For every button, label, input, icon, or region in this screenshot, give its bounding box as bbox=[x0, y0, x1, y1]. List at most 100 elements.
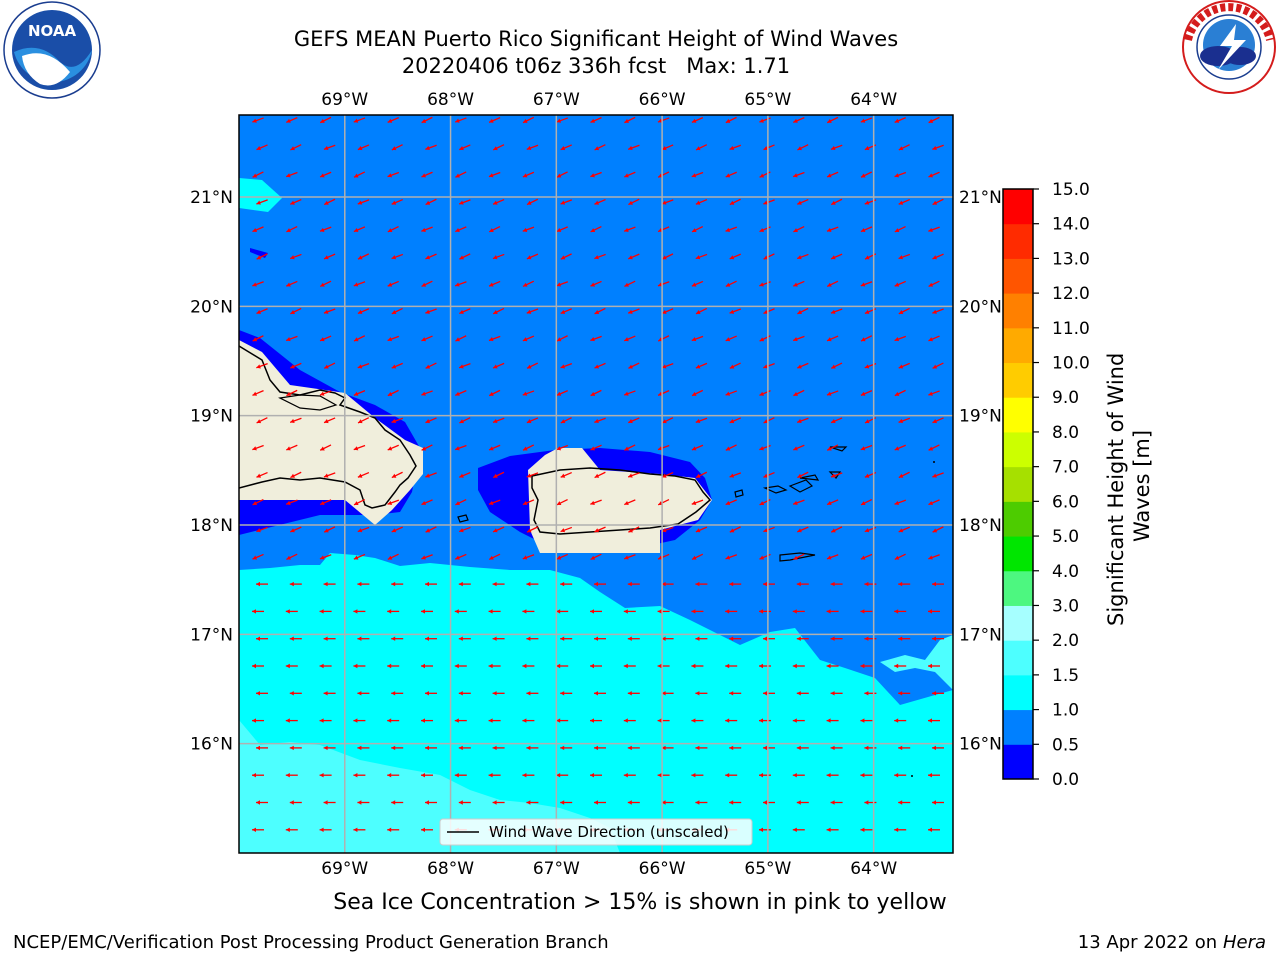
wind-arrow bbox=[826, 171, 839, 178]
wind-arrow bbox=[826, 280, 839, 288]
lat-label-left: 20°N bbox=[190, 297, 233, 317]
wind-arrow bbox=[421, 444, 433, 451]
wind-arrow bbox=[421, 226, 433, 232]
wind-arrow bbox=[691, 553, 704, 561]
lon-label-bottom: 68°W bbox=[427, 859, 474, 879]
wind-arrow bbox=[729, 526, 741, 533]
colorbar-swatch bbox=[1003, 327, 1033, 364]
wind-arrow bbox=[725, 609, 738, 614]
wind-arrow bbox=[458, 526, 471, 533]
wind-arrow bbox=[928, 609, 940, 614]
wind-arrow bbox=[796, 417, 809, 424]
noaa-logo: NOAA bbox=[3, 1, 101, 99]
colorbar-swatch bbox=[1003, 293, 1033, 329]
wind-arrow bbox=[289, 800, 302, 805]
wind-direction-arrows bbox=[252, 116, 944, 832]
wind-arrow bbox=[830, 581, 843, 587]
wind-arrow bbox=[319, 718, 332, 723]
lat-label-left: 17°N bbox=[190, 625, 233, 645]
wind-arrow bbox=[627, 745, 640, 751]
wind-arrow bbox=[353, 773, 366, 778]
wind-arrow bbox=[928, 773, 940, 778]
wind-arrow bbox=[792, 773, 805, 778]
wind-arrow bbox=[691, 609, 704, 614]
wind-arrow bbox=[860, 663, 873, 669]
wind-arrow bbox=[624, 116, 636, 124]
wind-arrow bbox=[624, 335, 636, 342]
wind-arrow bbox=[323, 526, 336, 533]
wind-arrow bbox=[556, 773, 569, 778]
wind-arrow bbox=[657, 663, 670, 669]
wind-arrow bbox=[556, 444, 569, 451]
footer-date: 13 Apr 2022 on Hera bbox=[1078, 932, 1266, 953]
wind-arrow bbox=[256, 526, 268, 533]
wind-arrow bbox=[759, 609, 771, 614]
wind-arrow bbox=[522, 280, 535, 288]
wind-arrow bbox=[488, 335, 501, 342]
wind-arrow bbox=[560, 308, 572, 315]
wind-arrow bbox=[763, 745, 775, 751]
wind-arrow bbox=[488, 663, 501, 669]
wind-arrow bbox=[285, 171, 298, 178]
wind-arrow bbox=[560, 417, 572, 424]
wind-arrow bbox=[560, 253, 572, 260]
wind-arrow bbox=[590, 444, 602, 451]
wind-arrow bbox=[695, 471, 708, 479]
wind-arrow bbox=[763, 800, 775, 805]
wind-arrow bbox=[695, 362, 708, 369]
wind-arrow bbox=[590, 718, 602, 723]
wind-arrow bbox=[391, 636, 404, 641]
wind-arrow bbox=[695, 691, 708, 696]
wind-arrow bbox=[290, 526, 302, 533]
wind-arrow bbox=[725, 390, 738, 396]
wind-arrow bbox=[458, 199, 471, 205]
wind-arrow bbox=[556, 718, 569, 723]
wind-arrow bbox=[290, 144, 302, 151]
wind-arrow bbox=[624, 444, 636, 451]
wind-arrow bbox=[256, 417, 268, 424]
wind-arrow bbox=[860, 281, 873, 287]
wind-arrow bbox=[459, 417, 471, 424]
wind-arrow bbox=[661, 636, 674, 641]
wind-arrow bbox=[590, 280, 602, 287]
wind-arrow bbox=[763, 308, 775, 315]
colorbar-swatch bbox=[1003, 431, 1033, 468]
colorbar-swatch bbox=[1003, 258, 1033, 294]
wind-arrow bbox=[522, 663, 535, 669]
wind-arrow bbox=[928, 499, 940, 506]
wind-arrow bbox=[522, 116, 535, 124]
wind-arrow bbox=[695, 526, 708, 533]
wind-arrow bbox=[458, 800, 471, 805]
wind-arrow bbox=[623, 663, 636, 669]
wind-arrow bbox=[932, 417, 944, 424]
wind-arrow bbox=[830, 472, 843, 478]
wind-arrow bbox=[560, 471, 572, 478]
wind-arrow bbox=[793, 117, 805, 123]
wind-arrow bbox=[421, 663, 433, 669]
wind-arrow bbox=[826, 444, 839, 451]
wind-arrow bbox=[623, 773, 636, 778]
wind-arrow bbox=[323, 800, 336, 805]
wind-arrow bbox=[729, 417, 741, 424]
wind-arrow bbox=[623, 226, 636, 232]
wind-arrow bbox=[860, 718, 873, 723]
wind-arrow bbox=[793, 225, 805, 233]
wind-arrow bbox=[898, 691, 911, 696]
wind-arrow bbox=[792, 171, 805, 178]
wind-arrow bbox=[353, 663, 366, 669]
wind-arrow bbox=[387, 663, 400, 669]
wind-arrow bbox=[522, 499, 535, 506]
wind-arrow bbox=[425, 745, 437, 751]
colorbar-swatch bbox=[1003, 570, 1033, 606]
wind-arrow bbox=[455, 335, 467, 342]
wind-arrow bbox=[657, 718, 670, 723]
wind-arrow bbox=[458, 363, 471, 369]
wind-arrow bbox=[252, 827, 264, 832]
wind-arrow bbox=[391, 362, 403, 369]
wind-arrow bbox=[928, 280, 940, 288]
wind-arrow bbox=[425, 800, 437, 805]
wind-arrow bbox=[522, 609, 535, 614]
wind-arrow bbox=[454, 773, 467, 778]
wind-arrow bbox=[590, 225, 602, 233]
wind-arrow bbox=[290, 362, 302, 369]
